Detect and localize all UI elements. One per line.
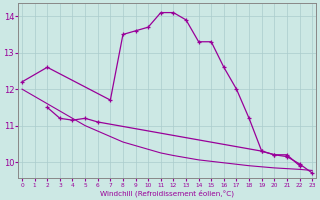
X-axis label: Windchill (Refroidissement éolien,°C): Windchill (Refroidissement éolien,°C) (100, 189, 234, 197)
